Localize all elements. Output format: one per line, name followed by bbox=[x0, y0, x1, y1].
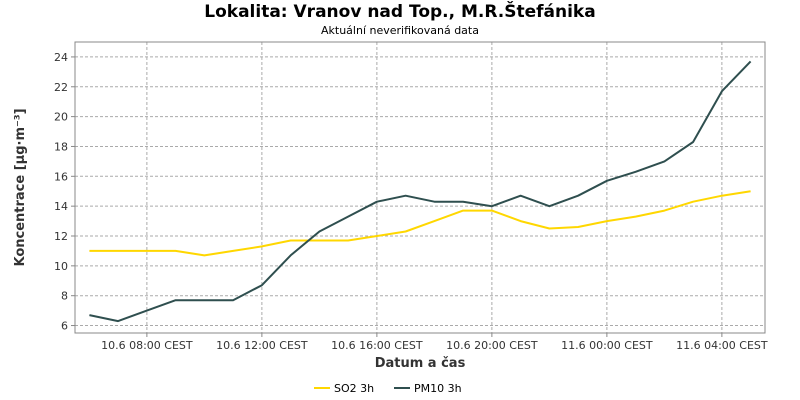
series-line-pm10-3h bbox=[89, 60, 752, 323]
y-tick-label: 14 bbox=[54, 200, 68, 213]
y-tick-label: 20 bbox=[54, 111, 68, 124]
plot-area bbox=[74, 41, 766, 334]
x-tick-label: 10.6 16:00 CEST bbox=[331, 339, 423, 352]
grid-lines bbox=[75, 42, 765, 333]
y-tick-label: 18 bbox=[54, 140, 68, 153]
y-tick-label: 12 bbox=[54, 230, 68, 243]
chart-title: Lokalita: Vranov nad Top., M.R.Štefánika bbox=[204, 2, 596, 22]
y-axis-label: Koncentrace [µg·m⁻³] bbox=[13, 108, 28, 266]
y-axis-ticks: 6 8 10 12 14 16 18 20 22 24 bbox=[54, 51, 75, 333]
series-lines bbox=[89, 60, 752, 323]
y-tick-label: 6 bbox=[61, 320, 68, 333]
x-tick-label: 11.6 00:00 CEST bbox=[561, 339, 653, 352]
y-tick-label: 10 bbox=[54, 260, 68, 273]
y-tick-label: 24 bbox=[54, 51, 68, 64]
y-tick-label: 16 bbox=[54, 170, 68, 183]
y-tick-label: 22 bbox=[54, 81, 68, 94]
x-axis-label: Datum a čas bbox=[375, 356, 466, 371]
legend-label: SO2 3h bbox=[334, 382, 374, 395]
y-tick-label: 8 bbox=[61, 290, 68, 303]
x-tick-label: 10.6 08:00 CEST bbox=[101, 339, 193, 352]
legend-label: PM10 3h bbox=[414, 382, 462, 395]
x-tick-label: 11.6 04:00 CEST bbox=[676, 339, 768, 352]
x-tick-label: 10.6 20:00 CEST bbox=[446, 339, 538, 352]
x-axis-ticks: 10.6 08:00 CEST 10.6 12:00 CEST 10.6 16:00… bbox=[101, 333, 768, 352]
chart-subtitle: Aktuální neverifikovaná data bbox=[321, 24, 479, 37]
legend: SO2 3h PM10 3h bbox=[314, 382, 462, 395]
series-line-so2-3h bbox=[89, 190, 751, 257]
x-tick-label: 10.6 12:00 CEST bbox=[216, 339, 308, 352]
